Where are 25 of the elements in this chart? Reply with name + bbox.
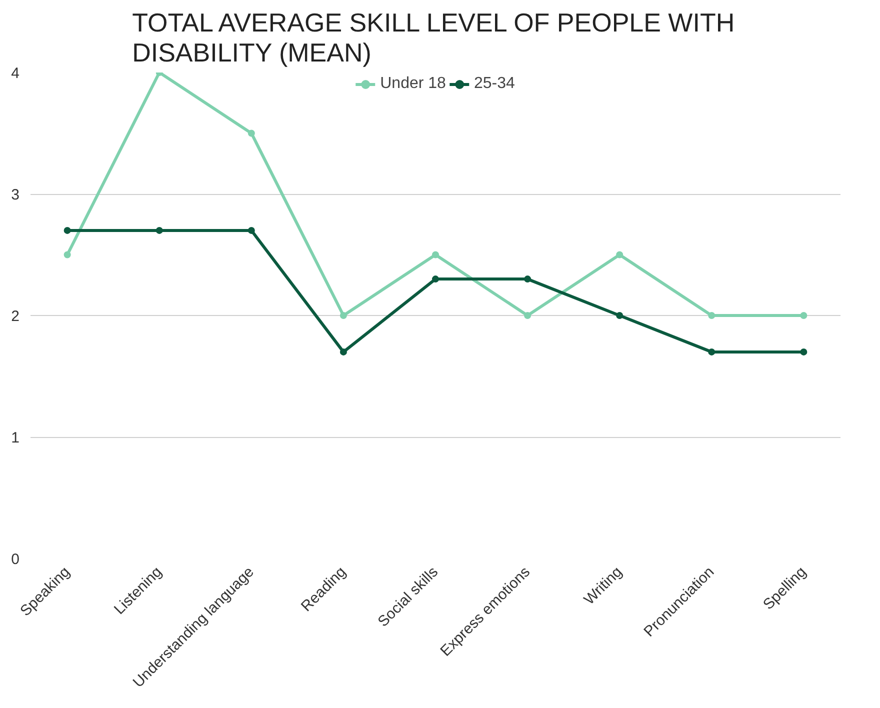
point [248,226,255,234]
point [432,251,439,258]
point [708,312,716,319]
point [248,130,255,137]
point [708,348,716,356]
point [340,312,347,319]
point [616,312,624,319]
point [800,312,808,319]
y-tick-label: 1 [11,430,20,446]
point [64,251,71,258]
point [64,226,71,234]
legend-label: Under 18 [380,75,446,93]
y-tick-label: 0 [11,551,20,568]
legend-label: 25-34 [474,75,515,93]
point [616,251,624,258]
point [800,348,808,356]
point [156,226,163,234]
point [524,312,532,319]
y-tick-label: 2 [11,308,20,325]
point [432,276,439,283]
chart-title: TOTAL AVERAGE SKILL LEVEL OF PEOPLE WITH DISABILITY (MEAN) [132,8,735,68]
point [340,348,347,356]
y-tick-label: 4 [11,65,20,82]
point [524,276,532,283]
y-tick-label: 3 [11,186,20,204]
